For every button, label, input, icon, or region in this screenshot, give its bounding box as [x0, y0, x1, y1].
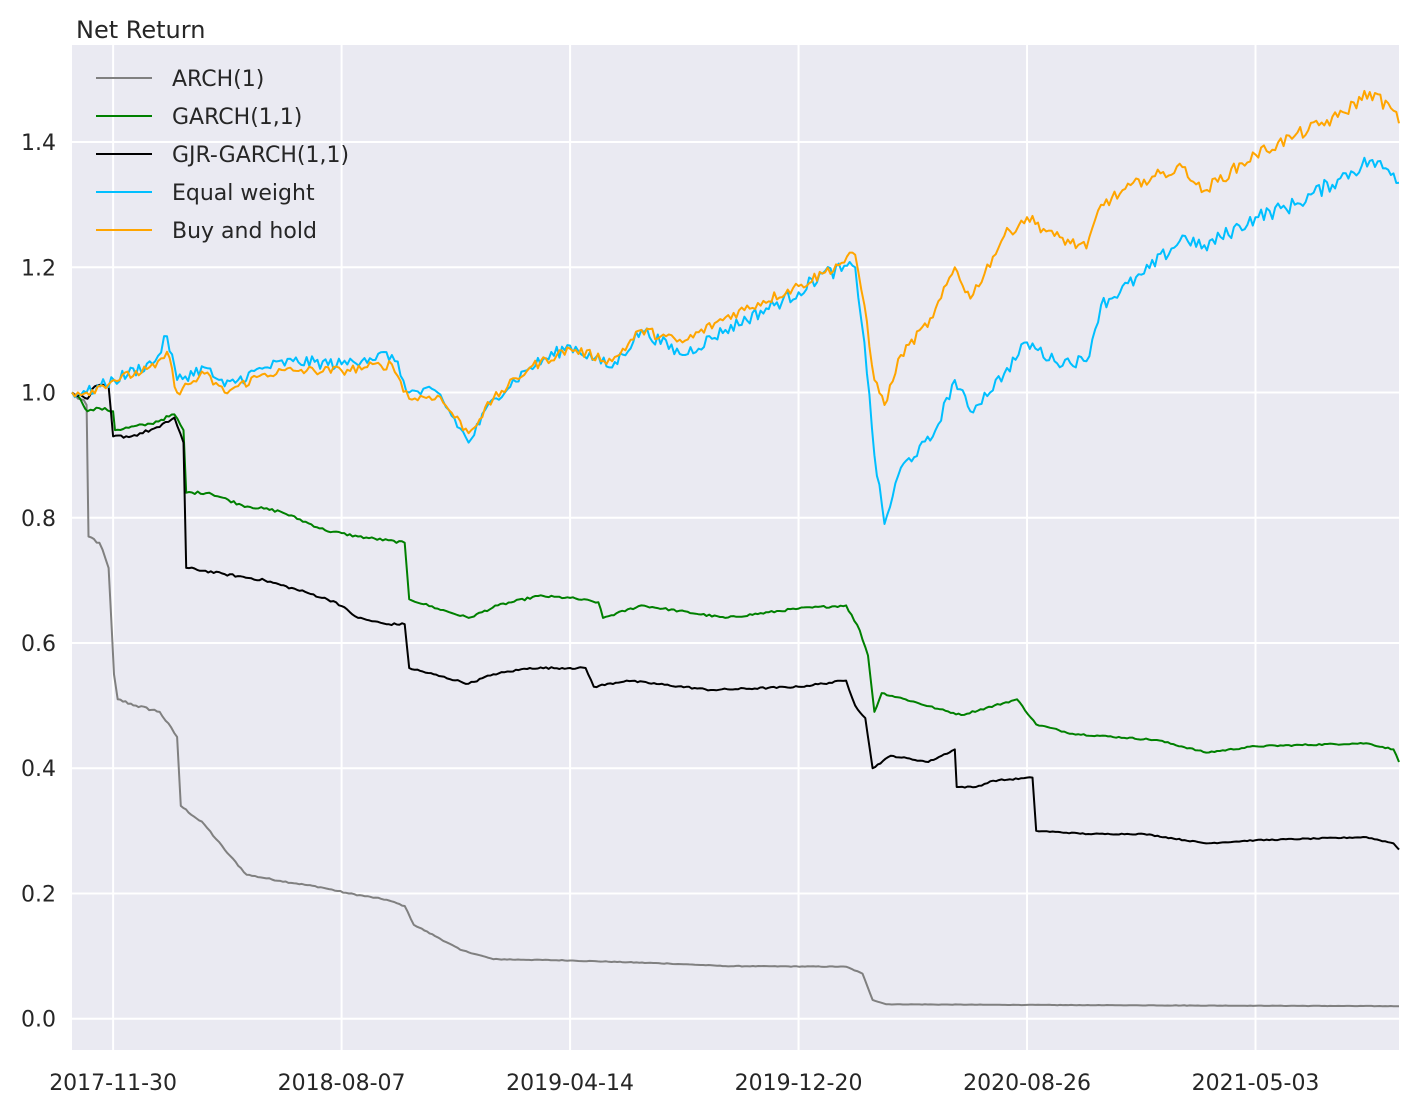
legend-label: GJR-GARCH(1,1) — [172, 143, 349, 168]
x-tick-label: 2017-11-30 — [49, 1071, 177, 1096]
y-tick-label: 0.6 — [21, 632, 56, 657]
legend-label: GARCH(1,1) — [172, 105, 302, 130]
x-tick-label: 2020-08-26 — [963, 1071, 1091, 1096]
y-tick-label: 0.0 — [21, 1008, 56, 1033]
legend-label: Equal weight — [172, 181, 315, 206]
y-tick-label: 1.4 — [21, 131, 56, 156]
grid-lines — [72, 45, 1399, 1050]
chart-title: Net Return — [76, 16, 205, 44]
y-tick-label: 1.0 — [21, 382, 56, 407]
y-axis-tick-labels: 0.0 0.2 0.4 0.6 0.8 1.0 1.2 1.4 — [21, 131, 56, 1033]
x-tick-label: 2021-05-03 — [1192, 1071, 1320, 1096]
legend-label: ARCH(1) — [172, 67, 264, 92]
series-line-1 — [71, 391, 1400, 1008]
series-line-3 — [71, 383, 1400, 851]
x-tick-label: 2019-04-14 — [506, 1071, 634, 1096]
y-tick-label: 0.8 — [21, 507, 56, 532]
legend: ARCH(1) GARCH(1,1) GJR-GARCH(1,1) Equal wei… — [96, 67, 349, 244]
y-tick-label: 0.2 — [21, 882, 56, 907]
series-line-5 — [71, 89, 1400, 435]
y-tick-label: 1.2 — [21, 256, 56, 281]
x-tick-label: 2018-08-07 — [278, 1071, 406, 1096]
x-tick-label: 2019-12-20 — [735, 1071, 863, 1096]
y-tick-label: 0.4 — [21, 757, 56, 782]
series-lines — [71, 89, 1400, 1008]
legend-label: Buy and hold — [172, 219, 317, 244]
series-line-4 — [71, 156, 1400, 525]
x-axis-tick-labels: 2017-11-30 2018-08-07 2019-04-14 2019-12-20… — [49, 1071, 1319, 1096]
series-line-2 — [71, 391, 1400, 763]
